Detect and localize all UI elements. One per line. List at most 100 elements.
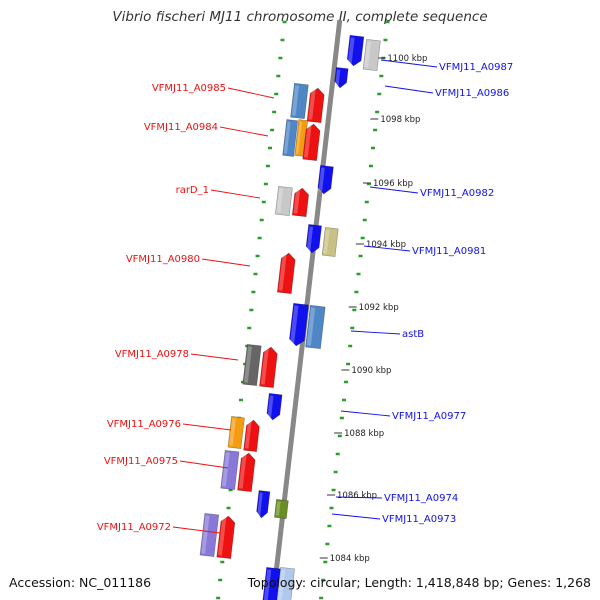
topology-label: Topology: circular; Length: 1,418,848 bp… [247, 575, 591, 590]
leader-line-right [369, 186, 419, 194]
gene-left-box [227, 416, 245, 449]
gene-highlight [335, 69, 341, 86]
gene-label-left: rarD_1 [176, 185, 209, 196]
gene-label-right: VFMJ11_A0982 [420, 188, 494, 199]
leader-line-left [219, 126, 269, 137]
leader-line-left [227, 87, 275, 99]
gene-highlight [267, 395, 274, 418]
gene-left-arrow [216, 515, 236, 559]
gene-right-box [262, 566, 281, 600]
gene-label-right: VFMJ11_A0986 [435, 88, 509, 99]
gene-label-right: VFMJ11_A0974 [384, 493, 458, 504]
map-title: Vibrio fischeri MJ11 chromosome II, comp… [112, 9, 488, 25]
leader-line-right [384, 85, 434, 94]
gene-right-arrow [334, 67, 349, 89]
leader-line-right [340, 410, 391, 417]
gene-highlight [303, 125, 312, 158]
tick-label: 1094 kbp [366, 240, 406, 250]
gene-highlight [318, 167, 325, 192]
gene-highlight [260, 348, 269, 385]
leader-line-right [363, 245, 411, 252]
gene-label-left: VFMJ11_A0972 [97, 522, 171, 533]
gene-highlight [306, 226, 314, 251]
accession-label: Accession: NC_011186 [9, 575, 152, 590]
gene-right-arrow [305, 224, 322, 254]
tick-label: 1096 kbp [373, 179, 413, 189]
leader-line-left [172, 526, 221, 534]
gene-label-left: VFMJ11_A0975 [104, 456, 178, 467]
leader-line-left [179, 460, 229, 469]
gene-left-box [275, 185, 293, 217]
tick-label: 1088 kbp [344, 429, 384, 439]
gene-left-box [242, 343, 262, 387]
gene-label-right: VFMJ11_A0977 [392, 411, 466, 422]
leader-line-left [190, 353, 239, 361]
gene-left-arrow [302, 123, 321, 162]
gene-right-box [276, 566, 295, 600]
gene-right-box [274, 499, 289, 519]
leader-line-left [201, 258, 251, 267]
gene-right-box [305, 304, 326, 350]
gene-left-arrow [243, 419, 260, 452]
gene-right-box [362, 38, 381, 72]
gene-left-arrow [306, 87, 325, 124]
gene-right-arrow [289, 302, 309, 347]
gene-highlight [306, 307, 316, 346]
gene-highlight [364, 41, 372, 68]
gene-highlight [289, 305, 299, 344]
gene-label-left: VFMJ11_A0985 [152, 83, 226, 94]
gene-highlight [244, 421, 252, 449]
gene-highlight [201, 515, 210, 554]
gene-highlight [243, 346, 252, 383]
gene-highlight [323, 229, 330, 254]
leader-line-right [335, 496, 383, 499]
gene-highlight [308, 89, 316, 120]
gene-label-left: VFMJ11_A0978 [115, 349, 189, 360]
gene-highlight [291, 85, 300, 116]
gene-right-box [321, 227, 339, 257]
tick-label: 1098 kbp [380, 115, 420, 125]
gene-highlight [221, 452, 230, 487]
gene-left-box [220, 449, 240, 491]
gene-highlight [293, 189, 301, 214]
label-layer: 1100 kbp 1098 kbp 1096 kbp 1094 kbp 1092 kbp… [97, 54, 513, 564]
tick-label: 1100 kbp [387, 54, 427, 64]
gene-right-arrow [317, 165, 334, 195]
gene-right-arrow [346, 34, 365, 67]
gene-left-arrow [277, 252, 296, 295]
gene-right-arrow [256, 490, 271, 519]
leader-line-right [350, 330, 401, 335]
gene-highlight [229, 418, 236, 446]
gene-label-left: VFMJ11_A0976 [107, 419, 181, 430]
gene-left-box [290, 82, 309, 120]
ruler-layer [216, 20, 390, 600]
gene-left-arrow [259, 346, 278, 389]
gene-highlight [283, 121, 291, 154]
tick-label: 1092 kbp [359, 303, 399, 313]
leader-line-left [182, 423, 232, 431]
tick-label: 1090 kbp [351, 366, 391, 376]
gene-highlight [347, 37, 355, 64]
gene-label-right: VFMJ11_A0973 [382, 514, 456, 525]
gene-right-arrow [266, 393, 283, 421]
gene-left-arrow [291, 187, 309, 218]
gene-label-left: VFMJ11_A0984 [144, 122, 218, 133]
gene-left-arrow [237, 452, 256, 493]
gene-label-right: astB [402, 329, 424, 340]
gene-highlight [277, 569, 286, 600]
gene-label-right: VFMJ11_A0987 [439, 62, 513, 73]
gene-left-box [199, 513, 220, 557]
leader-line-left [210, 189, 261, 199]
gene-highlight [263, 569, 272, 600]
gene-highlight [275, 501, 281, 516]
gene-highlight [295, 121, 303, 154]
gene-layer [199, 34, 381, 600]
gene-highlight [238, 454, 247, 489]
tick-label: 1084 kbp [330, 554, 370, 564]
gene-highlight [218, 517, 227, 556]
leader-line-right [331, 513, 381, 520]
gene-highlight [276, 188, 284, 213]
gene-left-box [282, 119, 299, 157]
gene-label-left: VFMJ11_A0980 [126, 254, 200, 265]
